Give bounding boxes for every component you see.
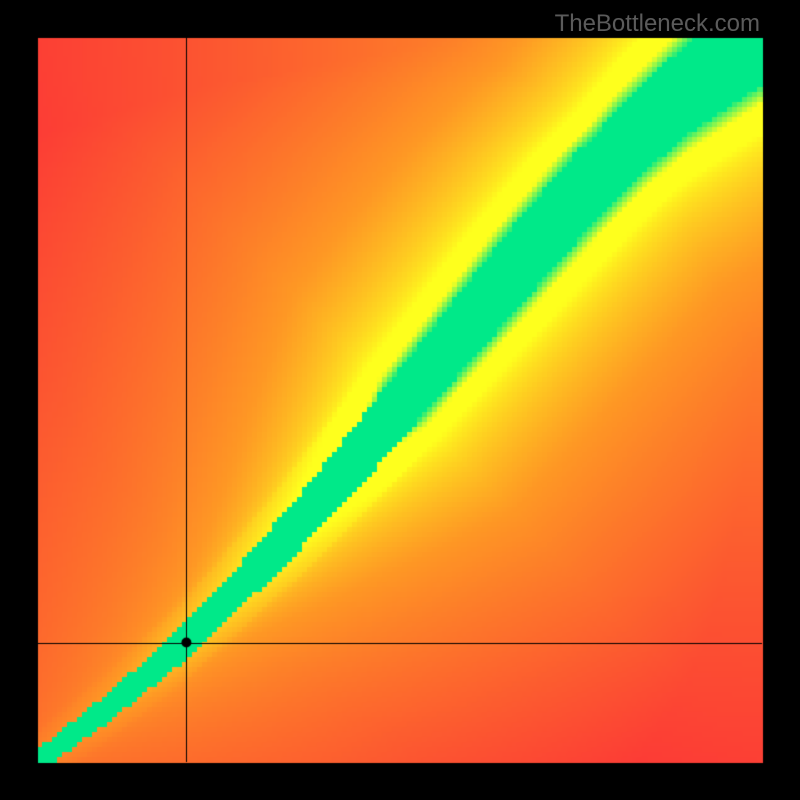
bottleneck-heatmap: [0, 0, 800, 800]
chart-container: TheBottleneck.com: [0, 0, 800, 800]
watermark-text: TheBottleneck.com: [555, 10, 760, 38]
